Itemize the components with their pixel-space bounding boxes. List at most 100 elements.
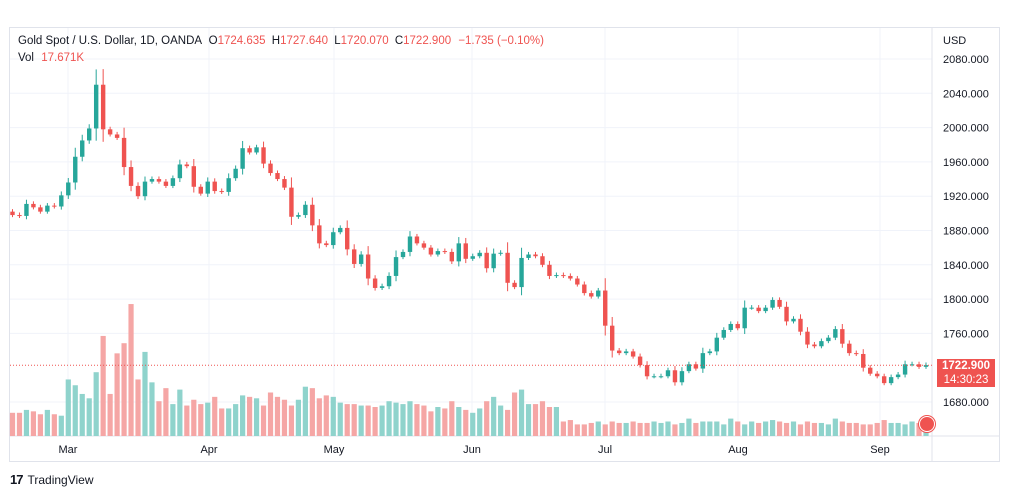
candle-body <box>679 371 685 383</box>
volume-bar <box>16 412 23 436</box>
volume-bar <box>776 421 783 436</box>
volume-bar <box>846 422 852 436</box>
month-label: Apr <box>200 444 217 456</box>
volume-bar <box>644 422 650 436</box>
volume-bar <box>477 408 483 436</box>
volume-label[interactable]: Vol <box>18 52 34 64</box>
volume-bar <box>163 388 169 436</box>
candle-body <box>637 356 643 366</box>
volume-bar <box>191 399 197 436</box>
us-flag-icon[interactable] <box>919 416 935 432</box>
candle-body <box>191 166 197 187</box>
high-value: 1727.640 <box>280 35 329 47</box>
volume-bar <box>623 422 629 436</box>
open-label: O <box>208 35 218 47</box>
volume-bar <box>700 421 706 436</box>
candle-body <box>470 256 475 259</box>
volume-bar <box>518 389 525 436</box>
candle-body <box>170 178 176 186</box>
candle-body <box>665 370 671 377</box>
candle-body <box>100 84 106 130</box>
volume-bar <box>295 399 302 436</box>
volume-bar <box>686 418 692 436</box>
volume-bar <box>456 407 462 436</box>
candle-body <box>421 243 427 248</box>
volume-bar <box>260 405 267 436</box>
candle-body <box>149 179 155 182</box>
candle-body <box>575 278 580 285</box>
volume-bar <box>825 424 831 436</box>
volume-bar <box>79 393 85 436</box>
candle-body <box>205 181 210 194</box>
volume-bar <box>226 408 232 436</box>
volume-bar <box>184 405 190 436</box>
volume-bar <box>484 401 490 436</box>
volume-bar <box>51 414 57 436</box>
volume-bar <box>470 412 476 436</box>
volume-bar <box>435 407 441 436</box>
volume-bar <box>316 398 322 436</box>
candle-body <box>372 278 378 288</box>
volume-bar <box>121 343 127 436</box>
volume-bar <box>637 422 643 436</box>
volume-bar <box>44 409 50 436</box>
volume-bar <box>330 396 336 436</box>
volume-bar <box>65 379 71 436</box>
volume-bar <box>804 421 811 436</box>
price-tick-label: 1960.000 <box>943 157 989 169</box>
volume-bar <box>365 405 371 436</box>
volume-bar <box>679 422 685 436</box>
candle-body <box>561 275 566 277</box>
volume-bar <box>888 422 894 436</box>
volume-bar <box>853 422 859 436</box>
volume-bar <box>588 422 594 436</box>
volume-bar <box>37 414 43 436</box>
currency-label[interactable]: USD <box>943 35 967 47</box>
volume-bar <box>728 418 734 436</box>
candle-body <box>491 253 496 269</box>
candle-body <box>861 353 866 368</box>
candle-body <box>393 257 399 276</box>
candle-body <box>87 128 92 141</box>
candle-body <box>261 147 266 164</box>
volume-bar <box>498 405 504 436</box>
volume-bar <box>358 405 364 436</box>
volume-bar <box>240 395 246 436</box>
candle-body <box>379 286 385 288</box>
volume-value: 17.671K <box>41 52 85 64</box>
candle-body <box>923 365 929 367</box>
volume-bar <box>323 395 329 436</box>
price-tick-label: 1920.000 <box>943 191 989 203</box>
candle-body <box>442 251 448 253</box>
candle-body <box>59 195 64 207</box>
volume-bar <box>205 402 211 436</box>
candle-body <box>93 84 99 129</box>
candle-body <box>881 376 887 384</box>
high-label: H <box>271 35 281 47</box>
candle-body <box>888 377 894 384</box>
volume-bar <box>609 421 615 436</box>
volume-bar <box>860 424 866 436</box>
candle-body <box>317 225 322 244</box>
volume-bar <box>658 422 664 436</box>
candle-body <box>233 168 238 179</box>
candle-body <box>128 167 134 186</box>
candle-body <box>895 374 901 378</box>
candle-body <box>226 178 231 192</box>
volume-bar <box>170 404 176 436</box>
volume-bar <box>574 424 580 436</box>
volume-bar <box>916 422 922 436</box>
volume-bar <box>581 424 587 436</box>
candle-body <box>554 275 559 277</box>
tradingview-logo[interactable]: 17 TradingView <box>10 472 94 487</box>
candle-body <box>386 275 392 287</box>
candle-body <box>533 254 538 257</box>
candle-body <box>749 307 754 309</box>
tv-logo-icon: 17 <box>10 472 24 487</box>
candle-body <box>177 164 183 179</box>
volume-bar <box>386 401 392 436</box>
month-label: Aug <box>728 444 748 456</box>
symbol-title[interactable]: Gold Spot / U.S. Dollar, 1D, OANDA <box>18 35 202 47</box>
volume-bar <box>811 422 818 436</box>
